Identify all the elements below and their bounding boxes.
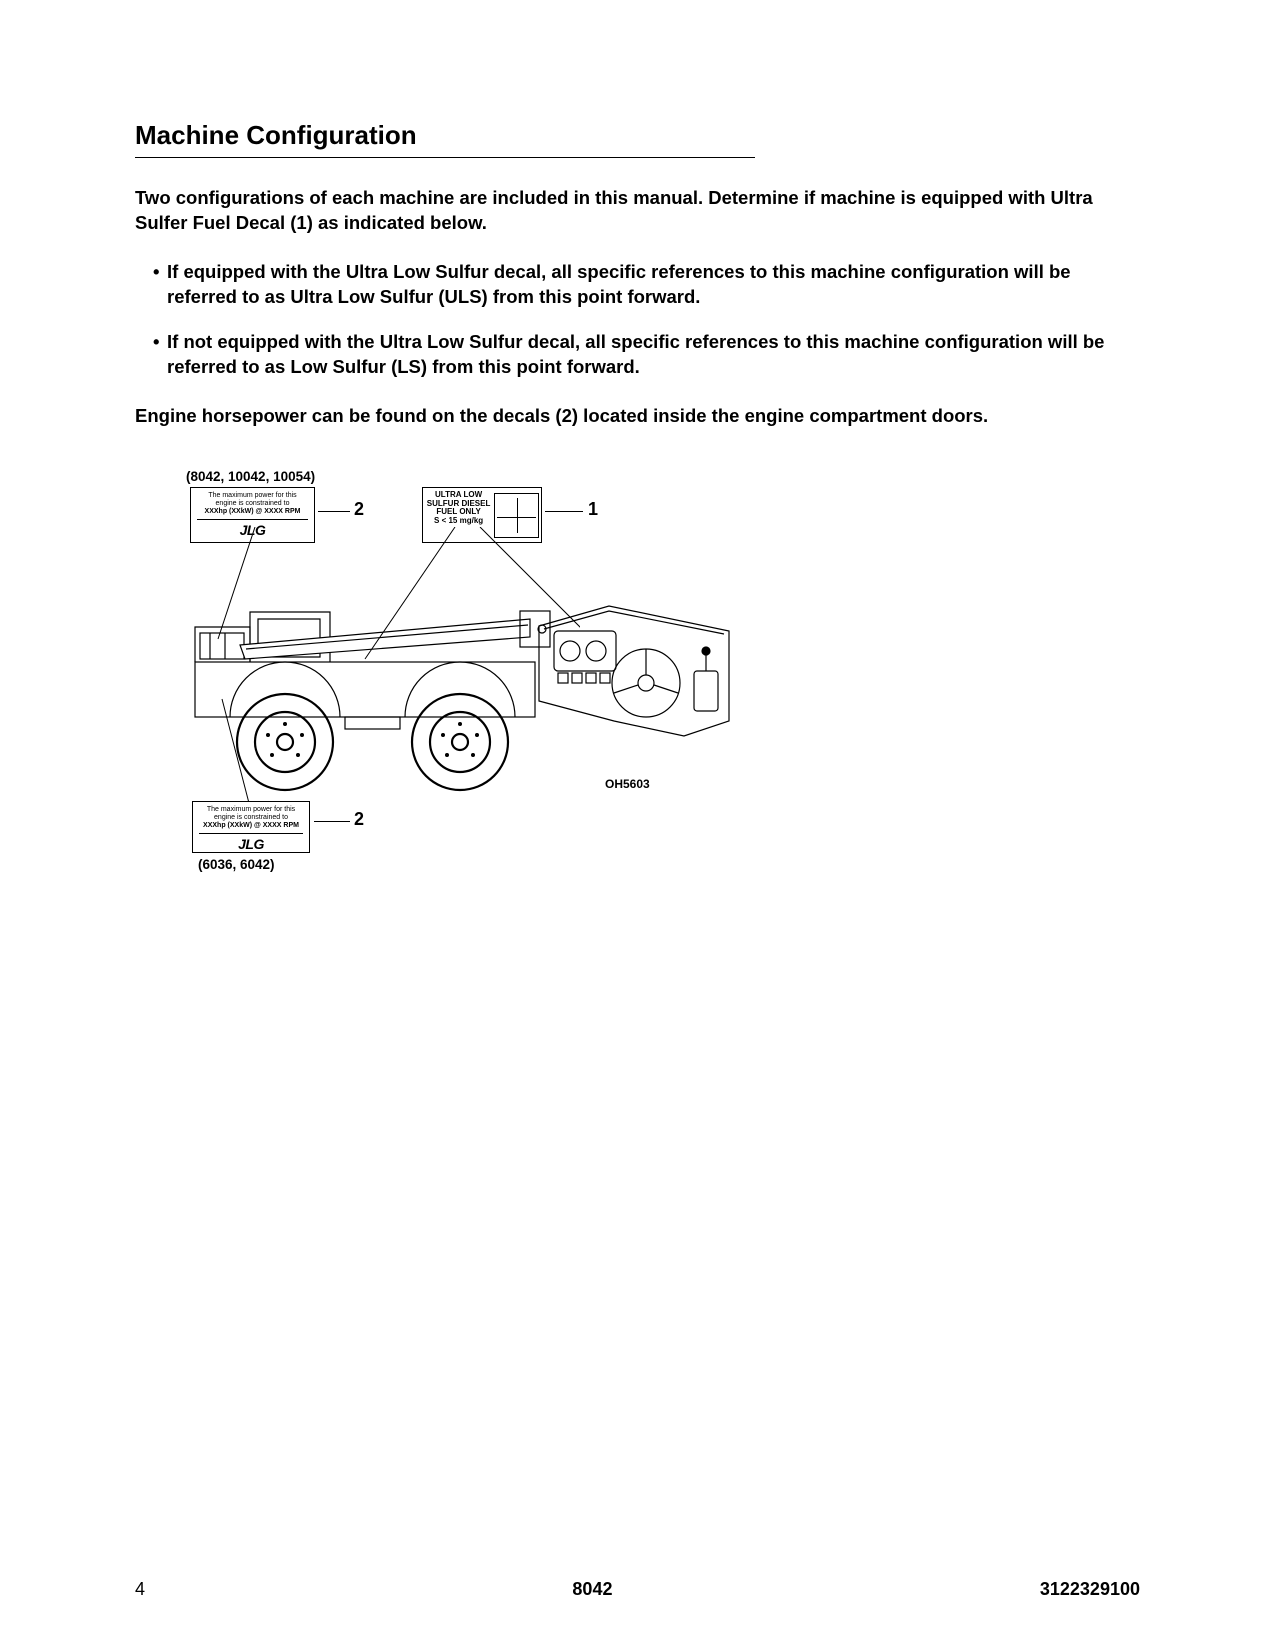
leader-line bbox=[314, 821, 350, 822]
bullet-list: If equipped with the Ultra Low Sulfur de… bbox=[135, 260, 1140, 380]
top-models-label: (8042, 10042, 10054) bbox=[186, 469, 315, 484]
section-title: Machine Configuration bbox=[135, 120, 755, 158]
callout-2-bottom: 2 bbox=[354, 809, 364, 830]
page-footer: 4 8042 3122329100 bbox=[135, 1579, 1140, 1600]
bottom-models-label: (6036, 6042) bbox=[198, 857, 275, 872]
decal-line: The maximum power for this bbox=[197, 492, 308, 500]
figure-id: OH5603 bbox=[605, 777, 650, 791]
page-number: 4 bbox=[135, 1579, 145, 1600]
power-decal-bottom: The maximum power for this engine is con… bbox=[192, 801, 310, 853]
intro-paragraph: Two configurations of each machine are i… bbox=[135, 186, 1140, 236]
callout-1: 1 bbox=[588, 499, 598, 520]
footer-doc-number: 3122329100 bbox=[1040, 1579, 1140, 1600]
cab-interior-drawing bbox=[534, 601, 734, 751]
horsepower-note: Engine horsepower can be found on the de… bbox=[135, 404, 1140, 429]
footer-model: 8042 bbox=[572, 1579, 612, 1600]
decal-line: engine is constrained to bbox=[197, 500, 308, 508]
page: Machine Configuration Two configurations… bbox=[0, 0, 1275, 1650]
jlg-logo: JLG bbox=[199, 833, 303, 852]
leader-line bbox=[545, 511, 583, 512]
uls-line: S < 15 mg/kg bbox=[425, 517, 492, 526]
decal-line: The maximum power for this bbox=[199, 806, 303, 814]
decal-line: XXXhp (XXkW) @ XXXX RPM bbox=[199, 822, 303, 830]
diagram: (8042, 10042, 10054) The maximum power f… bbox=[190, 469, 1010, 869]
decal-line: XXXhp (XXkW) @ XXXX RPM bbox=[197, 508, 308, 516]
callout-2-top: 2 bbox=[354, 499, 364, 520]
decal-line: engine is constrained to bbox=[199, 814, 303, 822]
telehandler-drawing bbox=[170, 527, 580, 807]
bullet-item: If not equipped with the Ultra Low Sulfu… bbox=[153, 330, 1140, 380]
bullet-item: If equipped with the Ultra Low Sulfur de… bbox=[153, 260, 1140, 310]
leader-line bbox=[318, 511, 350, 512]
